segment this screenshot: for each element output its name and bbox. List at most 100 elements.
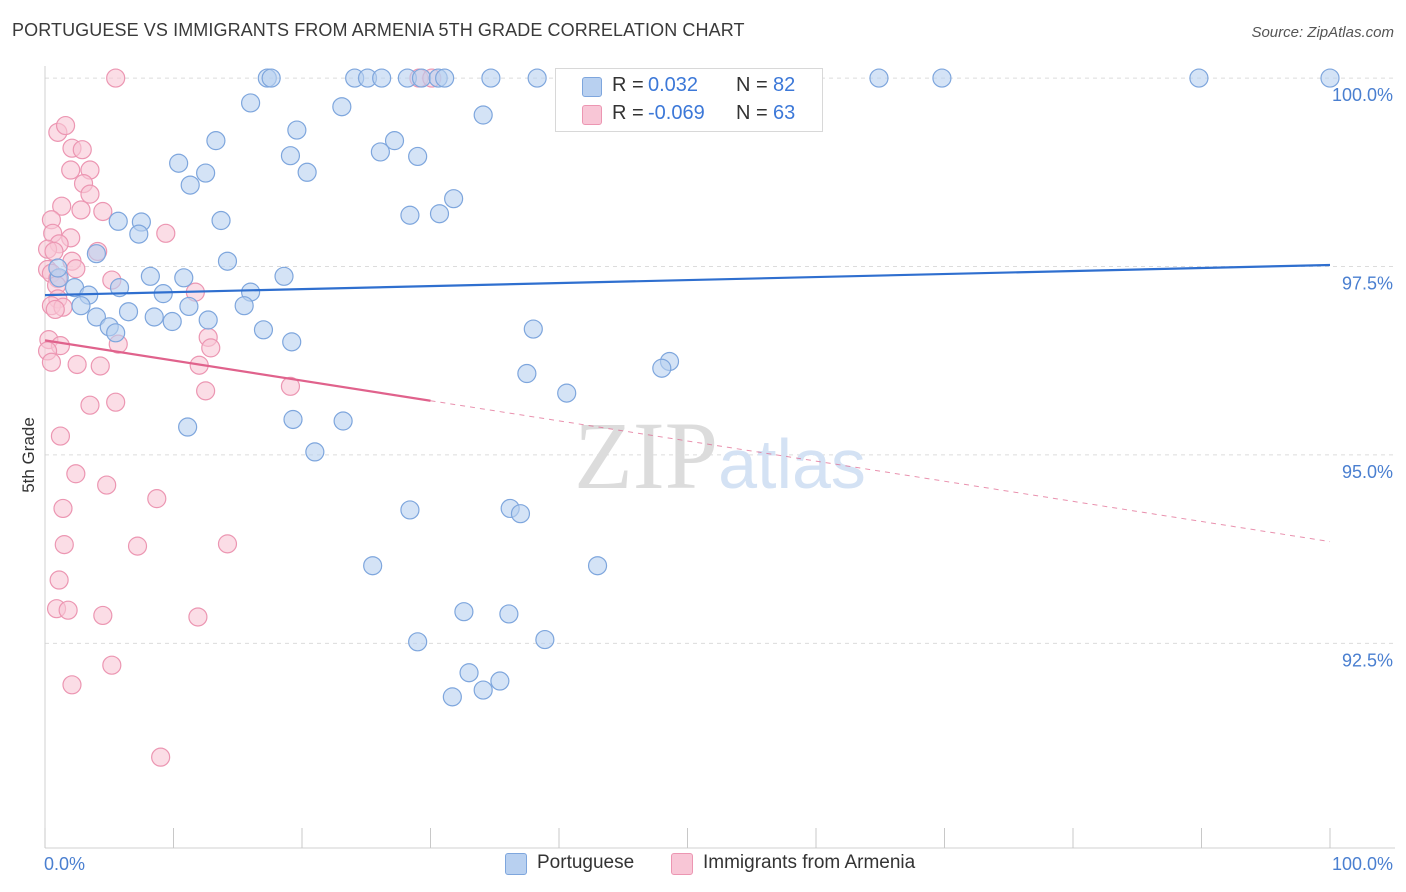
portuguese-point: [106, 323, 126, 343]
portuguese-point: [109, 278, 130, 298]
armenia-point: [201, 338, 221, 358]
portuguese-point: [411, 68, 432, 88]
portuguese-point: [169, 153, 189, 173]
portuguese-point: [527, 68, 547, 88]
legend-swatch-armenia: [671, 853, 693, 875]
portuguese-point: [408, 632, 428, 652]
portuguese-point: [280, 146, 301, 166]
armenia-point: [44, 241, 64, 262]
armenia-point: [66, 259, 86, 279]
n-value: 63: [773, 102, 796, 124]
y-tick-label: 97.5%: [1342, 273, 1393, 293]
trend-line-solid-0: [44, 263, 1331, 297]
portuguese-point: [174, 268, 194, 288]
portuguese-point: [333, 411, 353, 431]
trend-line-solid-1: [44, 339, 431, 402]
portuguese-point: [180, 175, 200, 195]
armenia-point: [72, 140, 92, 160]
armenia-point: [80, 184, 100, 204]
armenia-point: [54, 535, 74, 555]
legend-swatch-portuguese: [582, 77, 602, 97]
armenia-point: [188, 607, 208, 627]
armenia-point: [66, 464, 86, 484]
y-tick-label: 95.0%: [1342, 462, 1393, 482]
n-value: 82: [773, 74, 796, 96]
armenia-point: [156, 223, 176, 243]
portuguese-point: [153, 284, 173, 304]
y-tick-label: 100.0%: [1332, 85, 1393, 105]
portuguese-point: [510, 504, 531, 524]
armenia-point: [106, 392, 126, 412]
portuguese-point: [287, 120, 307, 140]
portuguese-point: [444, 189, 464, 209]
portuguese-point: [261, 68, 281, 88]
source-note: Source: ZipAtlas.com: [1251, 24, 1394, 41]
legend-label: Immigrants from Armenia: [703, 852, 916, 873]
armenia-point: [93, 605, 113, 626]
armenia-point: [80, 395, 100, 415]
portuguese-point: [442, 687, 462, 707]
portuguese-point: [332, 97, 352, 117]
portuguese-point: [129, 224, 149, 244]
armenia-point: [49, 570, 69, 590]
legend-swatch-armenia: [582, 105, 602, 125]
armenia-point: [58, 600, 78, 620]
tick-labels: 100.0% 97.5% 95.0% 92.5% 0.0% 100.0%: [44, 85, 1393, 874]
series-portuguese-points: [48, 68, 1340, 707]
portuguese-point: [253, 320, 274, 340]
portuguese-point: [481, 68, 501, 88]
armenia-point: [67, 354, 87, 375]
portuguese-point: [400, 500, 420, 520]
portuguese-point: [198, 310, 218, 330]
armenia-point: [61, 160, 81, 180]
portuguese-point: [587, 556, 608, 576]
legend-row-armenia: R = -0.069 N = 63: [556, 99, 822, 129]
armenia-point: [53, 498, 73, 519]
armenia-point: [106, 68, 126, 88]
armenia-point: [196, 381, 216, 401]
legend-label: Portuguese: [537, 852, 635, 873]
armenia-point: [41, 352, 62, 372]
portuguese-point: [384, 131, 405, 151]
portuguese-point: [211, 210, 231, 231]
portuguese-point: [454, 602, 474, 622]
r-value: -0.069: [648, 102, 705, 124]
n-label: N =: [736, 102, 768, 124]
portuguese-point: [869, 68, 889, 88]
portuguese-point: [217, 251, 238, 271]
portuguese-point: [429, 204, 450, 224]
portuguese-point: [372, 68, 392, 88]
portuguese-point: [206, 131, 226, 151]
n-label: N =: [736, 74, 768, 96]
portuguese-point: [1320, 68, 1340, 88]
portuguese-point: [283, 409, 303, 430]
portuguese-point: [144, 307, 164, 327]
r-label: R =: [612, 74, 644, 96]
portuguese-point: [86, 307, 107, 327]
portuguese-point: [71, 296, 91, 316]
armenia-point: [127, 536, 148, 556]
portuguese-point: [297, 162, 317, 182]
x-tick-label-min: 0.0%: [44, 854, 85, 874]
portuguese-point: [499, 604, 519, 624]
stats-legend: R = 0.032 N = 82 R = -0.069 N = 63: [555, 68, 823, 132]
portuguese-point: [282, 332, 302, 352]
armenia-point: [55, 115, 76, 136]
portuguese-point: [932, 68, 952, 88]
armenia-point: [90, 356, 110, 376]
portuguese-point: [408, 146, 428, 167]
portuguese-point: [118, 302, 139, 322]
portuguese-point: [196, 163, 216, 183]
portuguese-point: [652, 358, 672, 378]
armenia-point: [52, 196, 72, 216]
portuguese-point: [274, 266, 294, 286]
portuguese-point: [363, 556, 383, 576]
armenia-point: [147, 489, 167, 509]
r-value: 0.032: [648, 74, 699, 96]
armenia-point: [217, 534, 238, 554]
chart-title: PORTUGUESE VS IMMIGRANTS FROM ARMENIA 5T…: [12, 20, 745, 40]
portuguese-point: [241, 93, 261, 113]
portuguese-point: [48, 258, 68, 278]
portuguese-point: [459, 663, 479, 683]
armenia-point: [71, 200, 91, 220]
